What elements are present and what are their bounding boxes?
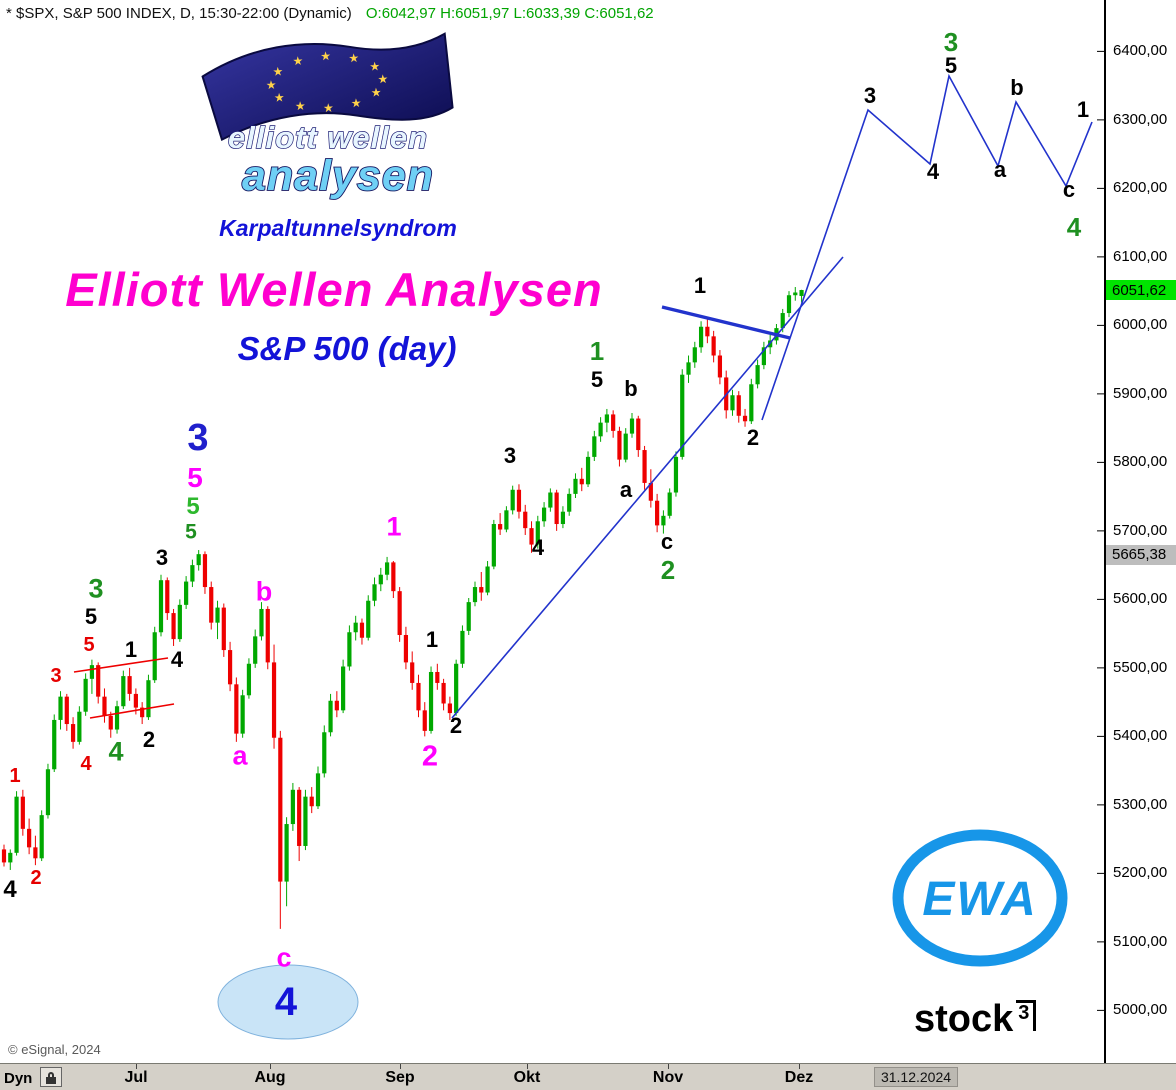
- month-label: Sep: [385, 1069, 415, 1086]
- flag-star-icon: ★: [348, 51, 359, 66]
- month-tick: [799, 1064, 800, 1069]
- stock3-three: 3: [1016, 1000, 1037, 1031]
- flag-star-icon: ★: [323, 101, 334, 116]
- month-label: Jul: [124, 1069, 148, 1086]
- month-label: Nov: [652, 1069, 684, 1086]
- price-axis-label: 5700,00: [1113, 521, 1168, 539]
- blue-trendline: [451, 256, 844, 719]
- price-axis-label: 6400,00: [1113, 42, 1168, 60]
- dyn-tab[interactable]: Dyn: [4, 1070, 33, 1087]
- symbol-title: * $SPX, S&P 500 INDEX, D, 15:30-22:00 (D…: [6, 5, 352, 22]
- price-axis-label: 5300,00: [1113, 795, 1168, 813]
- price-axis-label: 5900,00: [1113, 384, 1168, 402]
- end-date-box: 31.12.2024: [874, 1067, 958, 1087]
- time-axis-bar: Dyn 31.12.2024 Jul Aug Sep Okt Nov Dez: [0, 1063, 1176, 1090]
- price-axis-label: 5800,00: [1113, 453, 1168, 471]
- flag-star-icon: ★: [274, 90, 285, 105]
- month-label: Okt: [513, 1069, 541, 1086]
- price-axis-label: 6200,00: [1113, 179, 1168, 197]
- price-axis-label: 6000,00: [1113, 316, 1168, 334]
- flag-star-icon: ★: [370, 85, 381, 100]
- ewa-badge-ring: [892, 829, 1068, 967]
- flag-star-icon: ★: [369, 59, 380, 74]
- wave4-ellipse: [217, 964, 359, 1040]
- price-axis-label: 6100,00: [1113, 247, 1168, 265]
- forecast-zigzag: [761, 73, 1093, 421]
- candlestick-series: [1, 287, 804, 929]
- red-trendline: [89, 703, 175, 719]
- red-trendline: [73, 657, 169, 673]
- flag-star-icon: ★: [295, 99, 306, 114]
- price-tag: 6051,62: [1106, 280, 1176, 300]
- price-axis-label: 5500,00: [1113, 658, 1168, 676]
- logo-text-analysen: analysen: [242, 152, 434, 200]
- lock-button[interactable]: [40, 1067, 62, 1087]
- price-axis-label: 5100,00: [1113, 932, 1168, 950]
- month-tick: [400, 1064, 401, 1069]
- chart-title-bar: * $SPX, S&P 500 INDEX, D, 15:30-22:00 (D…: [6, 5, 654, 22]
- month-tick: [270, 1064, 271, 1069]
- flag-star-icon: ★: [292, 54, 303, 69]
- blue-resistance-line: [661, 305, 791, 340]
- month-tick: [668, 1064, 669, 1069]
- ohlc-readout: O:6042,97 H:6051,97 L:6033,39 C:6051,62: [365, 5, 654, 22]
- esignal-copyright: © eSignal, 2024: [8, 1042, 101, 1057]
- stock3-word: stock: [914, 998, 1014, 1040]
- month-tick: [527, 1064, 528, 1069]
- ewa-flag-logo: ★★★★★★★★★ ★ ★★ elliott wellen analysen: [201, 32, 454, 201]
- flag-star-icon: ★: [265, 78, 276, 93]
- tagline: Karpaltunnelsyndrom: [219, 215, 457, 241]
- page-title: Elliott Wellen Analysen: [65, 263, 603, 316]
- stock3-logo: stock 3: [914, 998, 1037, 1040]
- month-tick: [136, 1064, 137, 1069]
- price-axis[interactable]: 6400,00 6300,00 6200,00 6100,00 6000,00 5900,…: [1104, 0, 1176, 1063]
- month-label: Aug: [254, 1069, 286, 1086]
- price-tag: 5665,38: [1106, 544, 1176, 565]
- month-label: Dez: [784, 1069, 814, 1086]
- price-chart[interactable]: [0, 0, 1104, 1063]
- flag-star-icon: ★: [320, 49, 331, 64]
- lock-icon: [48, 1072, 54, 1077]
- price-axis-label: 5400,00: [1113, 727, 1168, 745]
- ewa-badge: EWA: [892, 829, 1068, 967]
- logo-text-elliott-wellen: elliott wellen: [228, 120, 428, 155]
- flag-star-icon: ★: [350, 96, 361, 111]
- price-axis-label: 5600,00: [1113, 590, 1168, 608]
- price-axis-label: 5000,00: [1113, 1001, 1168, 1019]
- flag-stars: ★★★★★★★★★ ★ ★★: [265, 49, 388, 116]
- flag-star-icon: ★: [377, 72, 388, 87]
- flag-shape: [201, 32, 454, 142]
- price-axis-label: 5200,00: [1113, 864, 1168, 882]
- flag-star-icon: ★: [272, 64, 283, 79]
- ewa-badge-text: EWA: [922, 873, 1037, 926]
- price-axis-label: 6300,00: [1113, 110, 1168, 128]
- page-subtitle: S&P 500 (day): [237, 330, 457, 367]
